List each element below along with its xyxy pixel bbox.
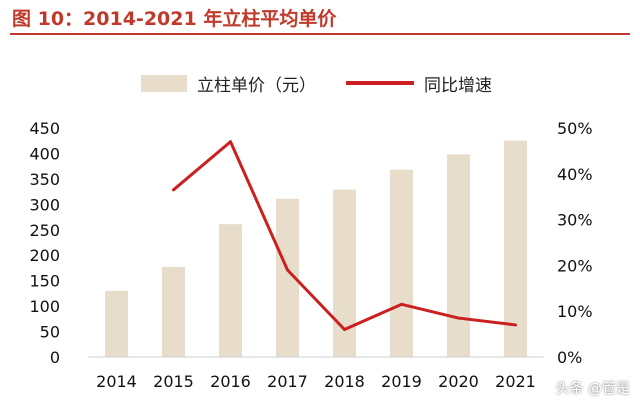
line-point xyxy=(514,323,517,327)
x-tick-label: 2019 xyxy=(381,372,422,391)
y-right-tick-label: 30% xyxy=(557,211,593,230)
y-right-tick-label: 20% xyxy=(557,256,593,275)
x-tick-label: 2015 xyxy=(153,372,194,391)
bar xyxy=(390,169,413,357)
x-tick-label: 2017 xyxy=(267,372,308,391)
y-right-tick-label: 0% xyxy=(557,348,582,367)
y-left-tick-label: 200 xyxy=(29,246,60,265)
x-tick-label: 2020 xyxy=(438,372,479,391)
line-point xyxy=(457,316,460,320)
chart-title: 图 10：2014-2021 年立柱平均单价 xyxy=(12,8,337,30)
y-left-tick-label: 350 xyxy=(29,170,60,189)
x-tick-label: 2016 xyxy=(210,372,251,391)
legend-item-bar: 立柱单价（元） xyxy=(141,66,316,100)
legend-item-line: 同比增速 xyxy=(346,66,492,100)
line-point xyxy=(229,140,232,144)
y-right-tick-label: 40% xyxy=(557,165,593,184)
y-left-tick-label: 0 xyxy=(50,348,60,367)
y-left-tick-label: 450 xyxy=(29,119,60,138)
y-left-tick-label: 100 xyxy=(29,297,60,316)
line-point xyxy=(343,328,346,332)
legend-label-bar: 立柱单价（元） xyxy=(197,75,316,96)
bar xyxy=(276,198,299,357)
x-tick-label: 2021 xyxy=(495,372,536,391)
watermark: 头条 @管是 xyxy=(555,381,630,397)
bar xyxy=(219,224,242,357)
bar xyxy=(333,189,356,357)
legend-label-line: 同比增速 xyxy=(424,75,492,96)
legend-bar-swatch xyxy=(141,74,187,92)
bar xyxy=(105,290,128,357)
y-left-tick-label: 50 xyxy=(40,323,60,342)
y-right-tick-label: 10% xyxy=(557,302,593,321)
legend-line-swatch xyxy=(346,81,414,85)
y-right-tick-label: 50% xyxy=(557,119,593,138)
bar xyxy=(504,140,527,357)
y-left-tick-label: 250 xyxy=(29,221,60,240)
y-left-tick-label: 400 xyxy=(29,144,60,163)
x-tick-label: 2014 xyxy=(96,372,137,391)
y-left-tick-label: 150 xyxy=(29,272,60,291)
y-left-tick-label: 300 xyxy=(29,195,60,214)
chart-legend: 立柱单价（元） 同比增速 xyxy=(0,66,640,100)
line-point xyxy=(172,188,175,192)
x-tick-label: 2018 xyxy=(324,372,365,391)
title-rule xyxy=(10,33,630,35)
bar xyxy=(447,154,470,357)
line-point xyxy=(286,268,289,272)
line-point xyxy=(400,302,403,306)
bar xyxy=(162,266,185,357)
